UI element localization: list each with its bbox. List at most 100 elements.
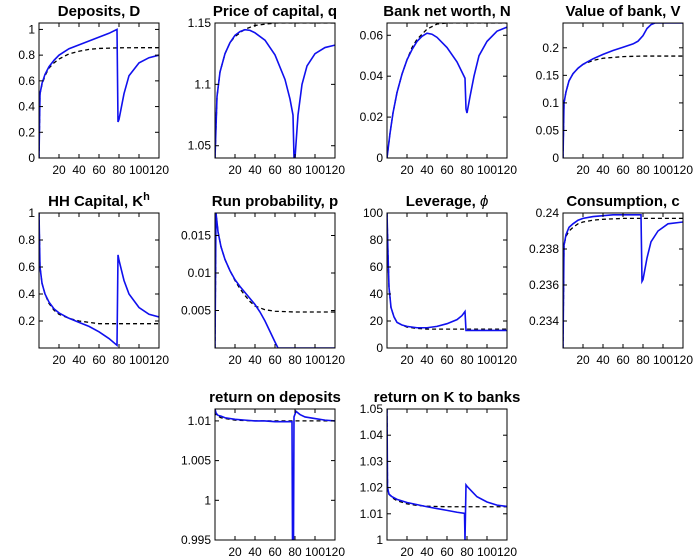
y-tick-label: 1 — [28, 22, 35, 36]
x-tick-label: 100 — [305, 545, 325, 559]
x-tick-label: 80 — [636, 353, 650, 367]
x-tick-label: 20 — [228, 163, 242, 177]
x-tick-label: 40 — [420, 353, 434, 367]
simulation-line-9 — [215, 409, 335, 540]
x-tick-label: 40 — [72, 353, 86, 367]
axes-box — [386, 212, 508, 349]
simulation-line-3 — [387, 26, 507, 158]
x-tick-label: 60 — [616, 163, 630, 177]
y-tick-label: 20 — [370, 314, 384, 328]
axes-box — [214, 212, 336, 349]
y-tick-label: 0.6 — [18, 74, 35, 88]
y-tick-label: 0 — [552, 151, 559, 165]
x-tick-label: 60 — [92, 163, 106, 177]
y-tick-label: 1 — [28, 206, 35, 220]
y-tick-label: 0.24 — [536, 206, 560, 220]
steady-state-line-1 — [39, 47, 159, 158]
subplot-4: 20 40 60 80 100 120 0 0.05 0.1 0.15 0.2 Value of ba… — [536, 3, 693, 177]
y-tick-label: 1.02 — [360, 481, 384, 495]
simulation-line-10 — [387, 409, 507, 540]
axes-box — [386, 22, 508, 159]
simulation-line-2 — [215, 28, 335, 158]
subplot-title: return on K to banks — [374, 389, 521, 406]
y-tick-label: 1.03 — [360, 454, 384, 468]
x-tick-label: 120 — [325, 545, 345, 559]
y-tick-label: 1 — [376, 533, 383, 547]
y-tick-label: 0.8 — [18, 233, 35, 247]
y-tick-label: 1.01 — [188, 414, 212, 428]
axes-box — [562, 212, 684, 349]
x-tick-label: 120 — [149, 353, 169, 367]
steady-state-line-5 — [39, 213, 159, 325]
x-tick-label: 120 — [325, 353, 345, 367]
y-tick-label: 0.6 — [18, 260, 35, 274]
x-tick-label: 100 — [129, 163, 149, 177]
steady-state-line-7 — [387, 213, 507, 330]
x-tick-label: 60 — [440, 353, 454, 367]
x-tick-label: 100 — [653, 353, 673, 367]
simulation-line-4 — [563, 23, 683, 158]
y-tick-label: 1.005 — [181, 454, 211, 468]
x-tick-label: 80 — [288, 353, 302, 367]
x-tick-label: 100 — [305, 163, 325, 177]
subplot-6: 20 40 60 80 100 120 0.005 0.01 0.015 Run probabil… — [181, 193, 345, 367]
y-tick-label: 0.01 — [188, 266, 212, 280]
x-tick-label: 20 — [576, 163, 590, 177]
simulation-line-6 — [215, 213, 335, 348]
y-tick-label: 1.04 — [360, 428, 384, 442]
y-tick-label: 1.05 — [360, 402, 384, 416]
subplot-3: 20 40 60 80 100 120 0 0.02 0.04 0.06 Bank net wort… — [360, 3, 518, 177]
x-tick-label: 40 — [420, 545, 434, 559]
title-superscript: h — [143, 191, 150, 203]
subplot-1: 20 40 60 80 100 120 0 0.2 0.4 0.6 0.8 1 Deposits, D — [18, 3, 169, 177]
x-tick-label: 120 — [673, 163, 693, 177]
simulation-line-8 — [563, 214, 683, 348]
x-tick-label: 60 — [440, 163, 454, 177]
x-tick-label: 100 — [305, 353, 325, 367]
axes-box — [214, 408, 336, 541]
x-tick-label: 80 — [636, 163, 650, 177]
y-tick-label: 100 — [363, 206, 383, 220]
simulation-line-7 — [387, 213, 507, 332]
subplot-title: Consumption, c — [566, 193, 679, 210]
x-tick-label: 20 — [52, 163, 66, 177]
y-tick-label: 0.995 — [181, 533, 211, 547]
x-tick-label: 20 — [400, 163, 414, 177]
steady-state-line-6 — [215, 213, 335, 348]
steady-state-line-8 — [563, 217, 683, 348]
subplot-8: 20 40 60 80 100 120 0.234 0.236 0.238 0.24 Consump… — [529, 193, 693, 367]
y-tick-label: 1.05 — [188, 139, 212, 153]
subplot-title: HH Capital, Kh — [48, 191, 150, 210]
x-tick-label: 120 — [325, 163, 345, 177]
x-tick-label: 20 — [228, 353, 242, 367]
x-tick-label: 80 — [460, 353, 474, 367]
y-tick-label: 0.1 — [542, 96, 559, 110]
x-tick-label: 20 — [576, 353, 590, 367]
axes-box — [214, 22, 336, 159]
subplot-title: Value of bank, V — [565, 3, 680, 20]
subplot-title: Deposits, D — [58, 3, 141, 20]
simulation-line-5 — [39, 213, 159, 348]
subplot-10: 20 40 60 80 100 120 1 1.01 1.02 1.03 1.04 1.05retur… — [360, 389, 521, 559]
axes-box — [38, 22, 160, 159]
x-tick-label: 80 — [460, 545, 474, 559]
x-tick-label: 80 — [288, 163, 302, 177]
x-tick-label: 40 — [72, 163, 86, 177]
y-tick-label: 0 — [376, 341, 383, 355]
axes-box — [386, 408, 508, 541]
x-tick-label: 40 — [248, 545, 262, 559]
x-tick-label: 20 — [52, 353, 66, 367]
y-tick-label: 0.4 — [18, 287, 35, 301]
y-tick-label: 80 — [370, 233, 384, 247]
axes-box — [38, 212, 160, 349]
x-tick-label: 120 — [497, 163, 517, 177]
x-tick-label: 20 — [228, 545, 242, 559]
y-tick-label: 0 — [376, 151, 383, 165]
x-tick-label: 100 — [477, 353, 497, 367]
y-tick-label: 0.02 — [360, 110, 384, 124]
steady-state-line-10 — [387, 409, 507, 508]
x-tick-label: 120 — [149, 163, 169, 177]
y-tick-label: 0.2 — [542, 41, 559, 55]
